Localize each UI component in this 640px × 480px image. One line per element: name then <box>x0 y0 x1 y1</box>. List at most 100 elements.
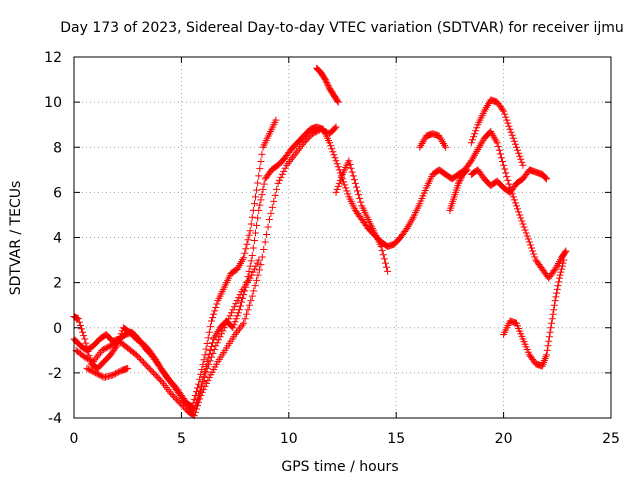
data-point <box>332 188 340 196</box>
data-point <box>280 167 288 175</box>
data-point <box>548 319 556 327</box>
data-point <box>235 306 243 314</box>
y-tick-label: 8 <box>53 140 62 156</box>
data-point <box>155 375 163 383</box>
series-3 <box>70 116 280 411</box>
data-point <box>350 176 358 184</box>
data-point <box>258 150 266 158</box>
data-point <box>253 186 261 194</box>
data-point <box>223 318 231 326</box>
data-point <box>531 253 539 261</box>
data-point <box>457 173 465 181</box>
data-point <box>210 310 218 318</box>
data-point <box>333 185 341 193</box>
data-point <box>265 215 273 223</box>
series-11 <box>500 256 568 370</box>
data-point <box>255 266 263 274</box>
data-point <box>220 324 228 332</box>
data-point <box>275 176 283 184</box>
data-point <box>518 158 526 166</box>
data-point <box>495 146 503 154</box>
data-point <box>257 261 265 269</box>
data-point <box>454 179 462 187</box>
data-point <box>342 184 350 192</box>
data-point <box>333 160 341 168</box>
data-point <box>202 379 210 387</box>
data-point <box>331 124 339 132</box>
data-point <box>84 365 92 373</box>
data-point <box>511 140 519 148</box>
data-point <box>258 253 266 261</box>
data-point <box>503 173 511 181</box>
y-axis-label: SDTVAR / TECUs <box>8 181 24 296</box>
data-point <box>167 389 175 397</box>
data-point <box>255 172 263 180</box>
data-point <box>328 145 336 153</box>
data-point <box>311 128 319 136</box>
data-point <box>226 312 234 320</box>
data-point <box>355 191 363 199</box>
data-point <box>233 297 241 305</box>
data-point <box>268 203 276 211</box>
data-point <box>249 244 257 252</box>
x-tick-label: 5 <box>177 431 186 447</box>
series-5 <box>195 256 263 399</box>
data-point <box>188 403 196 411</box>
data-point <box>318 126 326 134</box>
data-point <box>202 369 210 377</box>
data-point <box>252 193 260 201</box>
data-point <box>343 187 351 195</box>
data-point <box>91 369 99 377</box>
data-point <box>544 342 552 350</box>
data-point <box>558 265 566 273</box>
data-point <box>219 327 227 335</box>
data-point <box>502 113 510 121</box>
data-point <box>175 398 183 406</box>
data-point <box>512 202 520 210</box>
data-point <box>172 395 180 403</box>
data-point <box>234 309 242 317</box>
data-point <box>116 333 124 341</box>
data-point <box>177 400 185 408</box>
data-point <box>530 250 538 258</box>
data-point <box>178 401 186 409</box>
data-points <box>70 64 570 420</box>
data-point <box>235 294 243 302</box>
y-tick-label: 4 <box>53 231 62 247</box>
data-point <box>519 220 527 228</box>
data-point <box>541 173 549 181</box>
data-point <box>497 154 505 162</box>
data-point <box>196 387 204 395</box>
data-point <box>181 404 189 412</box>
x-axis-label: GPS time / hours <box>281 459 398 475</box>
data-point <box>232 300 240 308</box>
series-4 <box>83 364 132 381</box>
y-tick-label: 12 <box>44 50 62 66</box>
data-point <box>493 139 501 147</box>
data-point <box>248 271 256 279</box>
data-point <box>200 356 208 364</box>
data-point <box>351 179 359 187</box>
data-point <box>236 291 244 299</box>
data-point <box>356 194 364 202</box>
data-point <box>551 297 559 305</box>
data-point <box>83 364 91 372</box>
data-point <box>246 274 254 282</box>
data-point <box>245 267 253 275</box>
data-point <box>240 319 248 327</box>
data-point <box>543 351 551 359</box>
data-point <box>141 360 149 368</box>
data-point <box>248 213 256 221</box>
data-point <box>205 361 213 369</box>
data-point <box>554 282 562 290</box>
data-point <box>247 220 255 228</box>
data-point <box>243 240 251 248</box>
data-point <box>229 306 237 314</box>
data-point <box>332 157 340 165</box>
data-point <box>194 402 202 410</box>
data-point <box>112 343 120 351</box>
data-point <box>99 346 107 354</box>
data-point <box>260 246 268 254</box>
data-point <box>203 340 211 348</box>
